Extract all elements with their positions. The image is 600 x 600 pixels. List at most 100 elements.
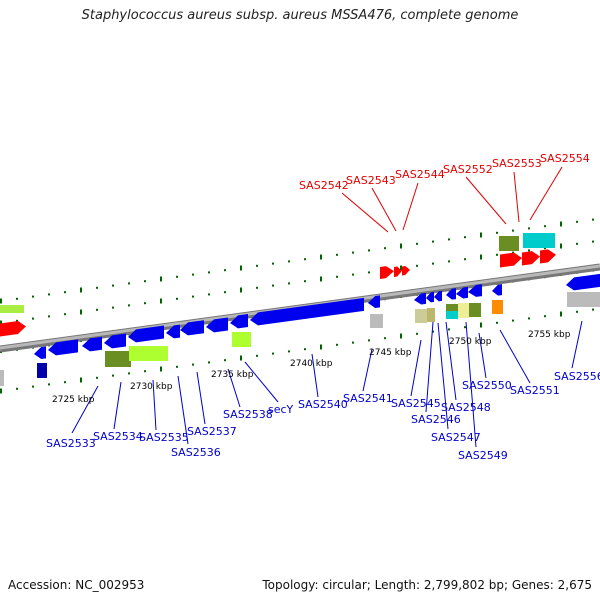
- feature-box: [129, 346, 168, 361]
- gene-label-sas2533[interactable]: SAS2533: [46, 437, 96, 450]
- tick-mark: [256, 286, 258, 289]
- tick-mark: [272, 262, 274, 265]
- label-connector: [71, 385, 99, 434]
- feature-box: [458, 303, 469, 318]
- label-connector: [437, 322, 449, 430]
- tick-mark: [384, 337, 386, 340]
- tick-mark: [496, 253, 498, 256]
- label-connector: [227, 368, 241, 408]
- gene-label-sas2553[interactable]: SAS2553: [492, 157, 542, 170]
- tick-mark: [496, 231, 498, 234]
- tick-mark: [352, 273, 354, 276]
- gene-arrow: [380, 266, 394, 279]
- gene-label-sas2551[interactable]: SAS2551: [510, 384, 560, 397]
- tick-mark: [80, 287, 82, 293]
- scale-label: 2740 kbp: [290, 359, 333, 369]
- scale-label: 2745 kbp: [369, 348, 412, 358]
- tick-mark: [96, 376, 98, 379]
- tick-mark: [336, 253, 338, 256]
- tick-mark: [208, 361, 210, 364]
- tick-mark: [432, 240, 434, 243]
- label-connector: [410, 339, 422, 397]
- gene-label-sas2540[interactable]: SAS2540: [298, 398, 348, 411]
- gene-label-sas2554[interactable]: SAS2554: [540, 152, 590, 165]
- gene-label-sas2537[interactable]: SAS2537: [187, 425, 237, 438]
- tick-mark: [592, 218, 594, 221]
- gene-arrow: [402, 266, 410, 276]
- gene-label-sas2549[interactable]: SAS2549: [458, 449, 508, 462]
- label-connector: [425, 321, 434, 413]
- gene-label-sas2556[interactable]: SAS2556: [554, 370, 600, 383]
- tick-mark: [96, 308, 98, 311]
- feature-box: [499, 236, 519, 251]
- label-connector: [465, 321, 477, 448]
- label-connector: [499, 329, 531, 384]
- tick-mark: [144, 280, 146, 283]
- label-connector: [362, 348, 373, 392]
- label-connector: [465, 176, 507, 225]
- feature-box: [370, 314, 383, 328]
- feature-box: [427, 308, 435, 322]
- gene-arrow: [206, 317, 228, 333]
- gene-arrow: [0, 321, 26, 337]
- tick-mark: [112, 284, 114, 287]
- tick-mark: [480, 322, 482, 328]
- tick-mark: [0, 388, 2, 394]
- tick-mark: [48, 383, 50, 386]
- gene-label-sas2552[interactable]: SAS2552: [443, 163, 493, 176]
- gene-label-sas2546[interactable]: SAS2546: [411, 413, 461, 426]
- gene-label-sas2534[interactable]: SAS2534: [93, 430, 143, 443]
- feature-box: [446, 311, 458, 319]
- gene-label-sas2542[interactable]: SAS2542: [299, 179, 349, 192]
- gene-arrow: [368, 295, 380, 309]
- tick-mark: [176, 275, 178, 278]
- label-connector: [513, 171, 520, 223]
- tick-mark: [48, 293, 50, 296]
- gene-arrow: [166, 324, 180, 339]
- tick-mark: [352, 341, 354, 344]
- gene-label-sas2545[interactable]: SAS2545: [391, 397, 441, 410]
- gene-arrow: [394, 266, 402, 277]
- gene-label-sas2541[interactable]: SAS2541: [343, 392, 393, 405]
- gene-arrow: [446, 288, 456, 300]
- feature-box: [469, 303, 481, 317]
- tick-mark: [512, 251, 514, 254]
- tick-mark: [560, 243, 562, 249]
- label-connector: [244, 361, 279, 403]
- tick-mark: [560, 311, 562, 317]
- feature-box: [0, 305, 24, 313]
- tick-mark: [432, 262, 434, 265]
- tick-mark: [64, 291, 66, 294]
- tick-mark: [560, 221, 562, 227]
- label-connector: [113, 381, 122, 430]
- gene-label-sas2544[interactable]: SAS2544: [395, 168, 445, 181]
- feature-box: [446, 304, 458, 311]
- tick-mark: [320, 254, 322, 260]
- tick-mark: [160, 366, 162, 372]
- tick-mark: [512, 319, 514, 322]
- gene-label-sas2548[interactable]: SAS2548: [441, 401, 491, 414]
- tick-mark: [464, 236, 466, 239]
- gene-label-sas2543[interactable]: SAS2543: [346, 174, 396, 187]
- gene-label-sas2535[interactable]: SAS2535: [139, 431, 189, 444]
- tick-mark: [592, 308, 594, 311]
- gene-arrow: [434, 290, 442, 302]
- tick-mark: [240, 265, 242, 271]
- scale-label: 2730 kbp: [130, 382, 173, 392]
- gene-label-sas2547[interactable]: SAS2547: [431, 431, 481, 444]
- tick-mark: [416, 242, 418, 245]
- tick-mark: [80, 309, 82, 315]
- gene-label-sas2550[interactable]: SAS2550: [462, 379, 512, 392]
- gene-label-secy[interactable]: secY: [268, 403, 294, 416]
- gene-arrow: [34, 346, 46, 360]
- gene-label-sas2538[interactable]: SAS2538: [223, 408, 273, 421]
- tick-mark: [496, 321, 498, 324]
- gene-arrow: [128, 325, 164, 343]
- tick-mark: [288, 350, 290, 353]
- gene-label-sas2536[interactable]: SAS2536: [171, 446, 221, 459]
- tick-mark: [400, 265, 402, 271]
- tick-mark: [160, 276, 162, 282]
- tick-mark: [112, 306, 114, 309]
- tick-mark: [448, 238, 450, 241]
- tick-mark: [432, 330, 434, 333]
